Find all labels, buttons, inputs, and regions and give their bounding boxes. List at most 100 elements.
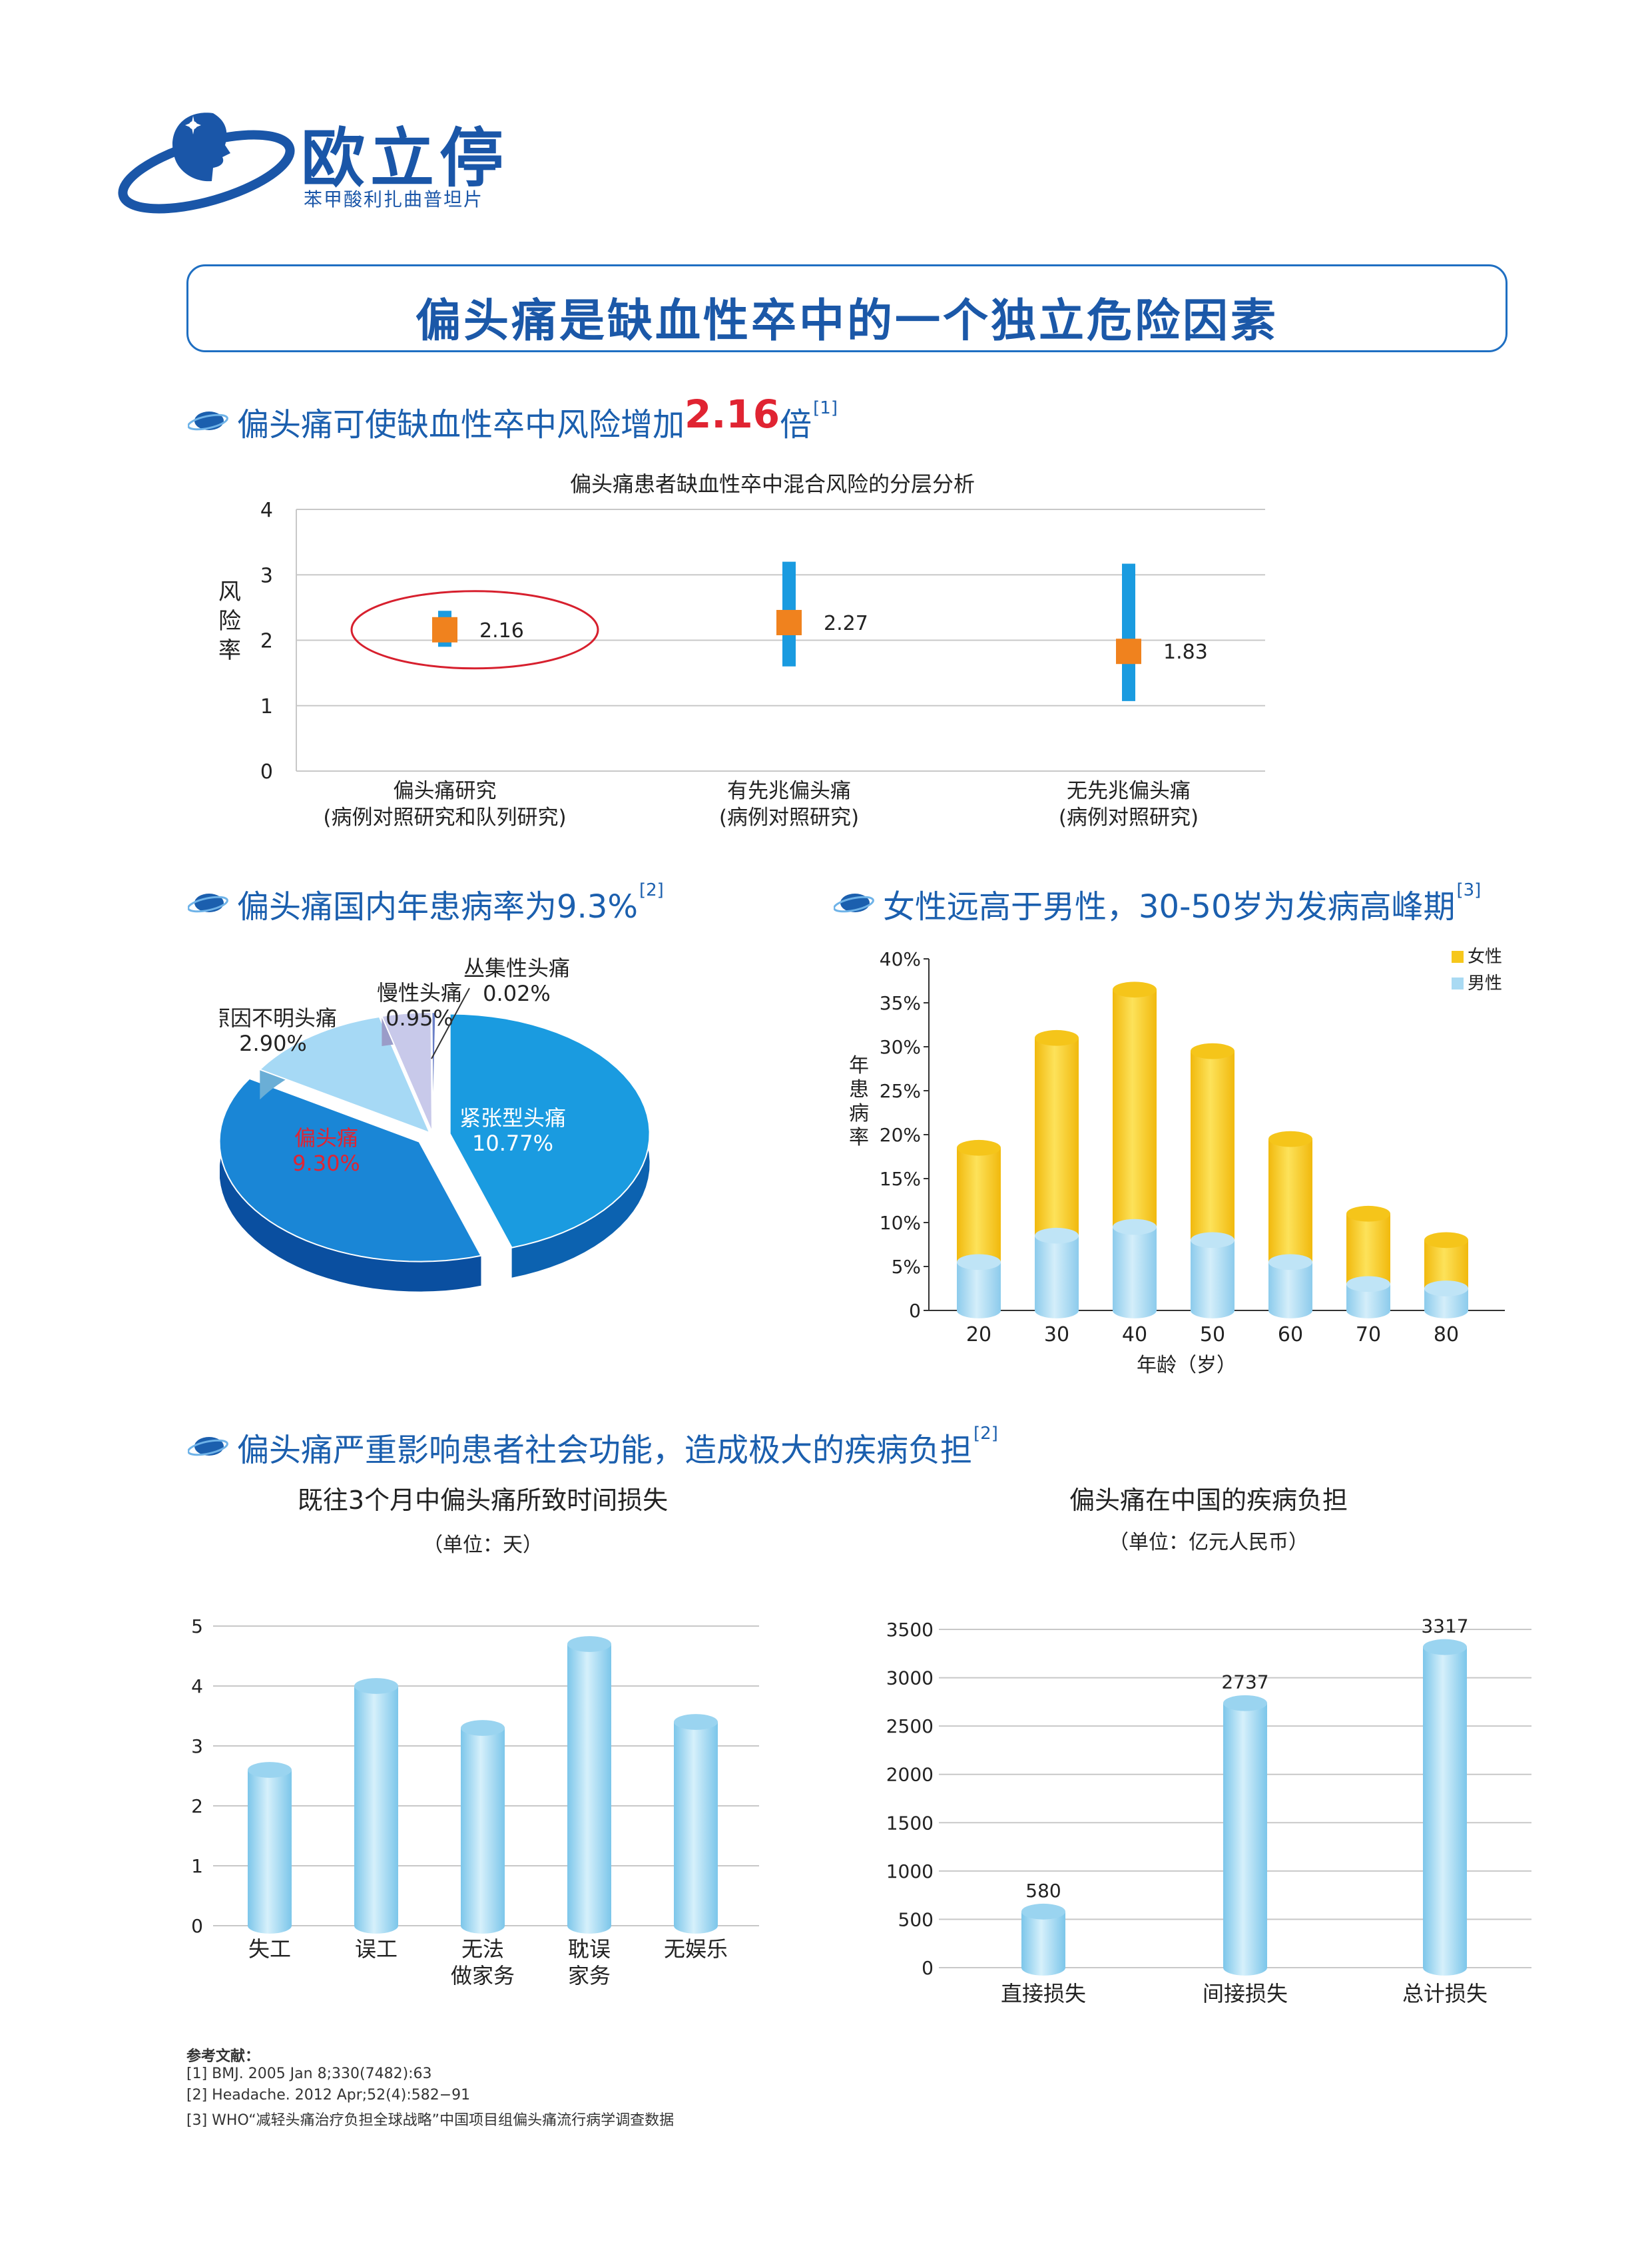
y-tick-label: 2 [191,1795,203,1817]
pie-slice [220,1077,483,1262]
pie-slice [431,1011,437,1133]
x-category-label: 耽误家务 [568,1936,611,1988]
pie-slice-label: 慢性头痛 0.95% [377,980,462,1031]
bar-female-top [1191,1043,1235,1059]
bar [674,1722,718,1926]
y-tick-label: 30% [880,1036,921,1058]
section-burden-text: 偏头痛严重影响患者社会功能，造成极大的疾病负担 [237,1432,973,1469]
pie-slice [380,1011,433,1133]
pie-slice-label: 原因不明头痛 2.90% [220,1005,337,1056]
risk-forest-chart: 偏头痛患者缺血性卒中混合风险的分层分析 0 1 2 3 4 风险率 2.16 偏头痛研究(病例对… [218,471,1265,830]
x-category-label: 失工 [248,1936,291,1962]
x-category-label: 无娱乐 [664,1936,728,1962]
bar [1423,1647,1467,1968]
bar-top [354,1678,398,1694]
bar-female-top [1035,1029,1079,1046]
x-category-label: 无先兆偏头痛(病例对照研究) [1059,779,1199,830]
y-axis-label: 年患病率 [849,1054,869,1149]
bar-top [567,1636,611,1652]
bar-top [461,1720,505,1736]
y-tick-label: 5 [191,1615,203,1637]
pie-slice-label: 丛集性头痛 0.02% [463,956,570,1006]
section-prevalence-ref: [2] [639,880,664,900]
y-tick-label: 3000 [886,1667,934,1689]
bar-male-top [957,1254,1001,1270]
chart-title: 偏头痛患者缺血性卒中混合风险的分层分析 [570,471,975,497]
pie-slice-group [380,1011,433,1133]
bar-male [957,1262,1001,1310]
section-heading-prevalence: 偏头痛国内年患病率为9.3% [2] [188,880,664,927]
bar-male [1268,1262,1312,1310]
bar-male-base [1424,1302,1468,1318]
pie-slice [449,1013,651,1249]
pie-slice-group [449,1013,651,1278]
bar-male-top [1424,1280,1468,1296]
y-tick-label: 15% [880,1168,921,1190]
reference-item: [3] WHO“减轻头痛治疗负担全球战略”中国项目组偏头痛流行病学调查数据 [186,2112,675,2129]
ci-bar [1122,563,1135,701]
age-gender-bar-chart: 0 5% 10% 15% 20% 25% 30% 35% 40% 年患病率 20 30 40 50 60 70… [849,947,1505,1377]
y-tick-label: 1500 [886,1812,934,1834]
chart-title: 既往3个月中偏头痛所致时间损失 [298,1486,668,1515]
bar-male-base [1191,1302,1235,1318]
chart-unit: （单位：天） [423,1534,543,1557]
x-tick-label: 80 [1434,1323,1459,1346]
x-tick-label: 70 [1356,1323,1381,1346]
section-risk-suffix: 倍 [780,406,812,443]
bar [354,1686,398,1926]
section-heading-gender: 女性远高于男性，30-50岁为发病高峰期 [3] [834,880,1481,927]
bar-base [567,1918,611,1934]
pie-slice-group [220,1077,483,1292]
bar-base [1423,1960,1467,1976]
y-tick-label: 1 [191,1855,203,1877]
bar-female [1346,1213,1390,1284]
y-tick-label: 10% [880,1212,921,1234]
pie-slice-side [220,1078,481,1292]
y-tick-label: 0 [191,1915,203,1937]
bar-male [1191,1240,1235,1310]
cloud-bullet-icon [188,1437,228,1456]
cloud-bullet-icon [188,894,228,913]
bar-female-top [957,1139,1001,1156]
value-label: 1.83 [1163,641,1208,664]
y-tick-label: 4 [260,499,273,522]
pie-slice-label: 紧张型头痛 10.77% [459,1105,566,1156]
y-tick-label: 3500 [886,1619,934,1641]
x-category-label: 间接损失 [1203,1981,1288,2006]
bar [1021,1911,1065,1968]
pie-leader-line [431,987,470,1059]
bar-top [674,1714,718,1730]
y-tick-label: 0 [922,1957,934,1979]
cloud-bullet-icon [834,894,874,913]
bar-female [1268,1139,1312,1262]
section-burden-ref: [2] [973,1424,998,1444]
x-category-label: 偏头痛研究(病例对照研究和队列研究) [323,779,566,830]
point-marker [432,617,457,643]
bar-top [1223,1695,1267,1711]
y-tick-label: 500 [898,1908,934,1930]
value-label: 3317 [1421,1615,1468,1637]
section-risk-highlight: 2.16 [685,392,780,437]
bar-male [1035,1235,1079,1310]
bar-male-top [1035,1227,1079,1244]
bar-male-base [1346,1302,1390,1318]
y-tick-label: 3 [191,1735,203,1757]
bar-top [1021,1903,1065,1920]
brand-name: 欧立停 [301,121,509,196]
x-tick-label: 30 [1044,1323,1069,1346]
bar-base [354,1918,398,1934]
pie-slice-group [431,1011,437,1133]
x-axis-label: 年龄（岁） [1137,1354,1237,1377]
chart-title: 偏头痛在中国的疾病负担 [1069,1486,1348,1515]
highlight-ellipse [350,590,599,670]
bar-base [674,1918,718,1934]
bar-male-top [1346,1276,1390,1292]
bar-male [1113,1227,1157,1310]
bar-male-top [1113,1219,1157,1235]
bar-female [1424,1240,1468,1288]
y-tick-label: 40% [880,948,921,970]
chart-unit: （单位：亿元人民币） [1109,1531,1308,1554]
section-heading-risk: 偏头痛可使缺血性卒中风险增加 2.16 倍 [1] [188,392,838,445]
y-tick-label: 2500 [886,1715,934,1737]
section-risk-prefix: 偏头痛可使缺血性卒中风险增加 [237,406,685,443]
